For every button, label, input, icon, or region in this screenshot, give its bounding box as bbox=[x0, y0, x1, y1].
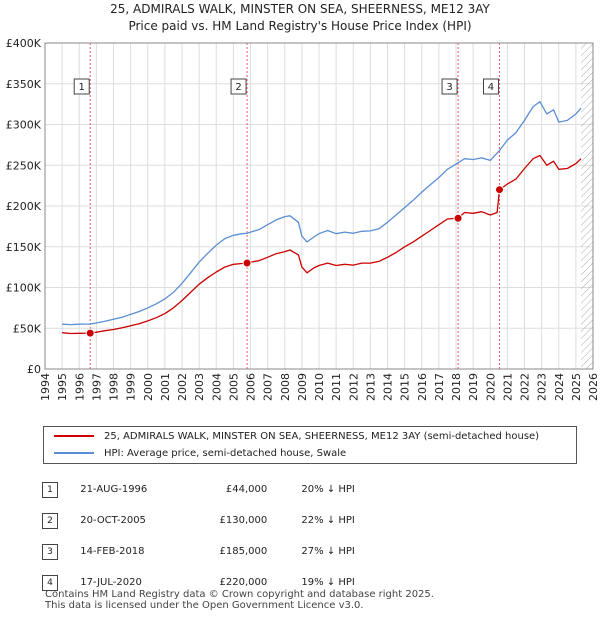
row-hpi: 20% ↓ HPI bbox=[301, 484, 355, 495]
footer-licence: This data is licensed under the Open Gov… bbox=[45, 600, 364, 611]
row-date: 17-JUL-2020 bbox=[80, 577, 142, 588]
row-hpi: 19% ↓ HPI bbox=[301, 577, 355, 588]
sale-marker-label: 2 bbox=[235, 82, 241, 93]
y-tick-label: £0 bbox=[27, 363, 41, 376]
x-tick-label: 2000 bbox=[142, 373, 155, 401]
x-tick-label: 2010 bbox=[313, 373, 326, 401]
x-tick-label: 2026 bbox=[587, 373, 600, 401]
x-tick-label: 2020 bbox=[484, 373, 497, 401]
x-tick-label: 2016 bbox=[416, 373, 429, 401]
row-date: 14-FEB-2018 bbox=[80, 546, 145, 557]
legend-item-property: 25, ADMIRALS WALK, MINSTER ON SEA, SHEER… bbox=[54, 429, 539, 445]
x-tick-label: 1996 bbox=[73, 373, 86, 401]
legend-label-property: 25, ADMIRALS WALK, MINSTER ON SEA, SHEER… bbox=[104, 431, 540, 442]
legend-label-hpi: HPI: Average price, semi-detached house,… bbox=[104, 448, 347, 459]
x-tick-label: 2023 bbox=[536, 373, 549, 401]
x-tick-label: 2001 bbox=[159, 373, 172, 401]
y-tick-label: £200K bbox=[6, 200, 42, 213]
x-tick-label: 1997 bbox=[90, 373, 103, 401]
y-tick-label: £50K bbox=[13, 322, 42, 335]
x-tick-label: 2005 bbox=[227, 373, 240, 401]
row-spacer bbox=[267, 505, 301, 536]
sale-marker-box bbox=[230, 78, 247, 95]
chart-subtitle: Price paid vs. HM Land Registry's House … bbox=[128, 19, 472, 33]
x-tick-label: 2012 bbox=[347, 373, 360, 401]
x-tick-label: 2013 bbox=[364, 373, 377, 401]
chart-legend: 25, ADMIRALS WALK, MINSTER ON SEA, SHEER… bbox=[43, 426, 577, 464]
row-number: 4 bbox=[42, 574, 58, 591]
row-price: £185,000 bbox=[219, 546, 268, 557]
x-tick-label: 2009 bbox=[296, 373, 309, 401]
y-tick-label: £400K bbox=[6, 37, 42, 50]
x-tick-label: 1998 bbox=[108, 373, 121, 401]
y-tick-label: £100K bbox=[6, 282, 42, 295]
table-row: 3 14-FEB-2018 £185,000 27% ↓ HPI bbox=[42, 536, 402, 567]
x-tick-label: 2025 bbox=[570, 373, 583, 401]
x-tick-label: 2006 bbox=[245, 373, 258, 401]
row-number: 2 bbox=[42, 512, 58, 529]
sale-marker-box bbox=[441, 78, 458, 95]
x-tick-label: 2019 bbox=[467, 373, 480, 401]
row-date: 21-AUG-1996 bbox=[80, 484, 148, 495]
table-row: 2 20-OCT-2005 £130,000 22% ↓ HPI bbox=[42, 505, 402, 536]
y-tick-label: £300K bbox=[6, 119, 42, 132]
row-date: 20-OCT-2005 bbox=[80, 515, 146, 526]
row-hpi: 22% ↓ HPI bbox=[301, 515, 355, 526]
x-tick-label: 2003 bbox=[193, 373, 206, 401]
x-tick-label: 2014 bbox=[382, 373, 395, 401]
x-tick-label: 2015 bbox=[399, 373, 412, 401]
legend-item-hpi: HPI: Average price, semi-detached house,… bbox=[54, 446, 346, 462]
sale-marker-box bbox=[482, 78, 499, 95]
x-tick-label: 2004 bbox=[210, 373, 223, 401]
sale-marker-label: 4 bbox=[488, 82, 494, 93]
table-row: 1 21-AUG-1996 £44,000 20% ↓ HPI bbox=[42, 474, 402, 505]
chart-title: 25, ADMIRALS WALK, MINSTER ON SEA, SHEER… bbox=[110, 2, 490, 16]
price-chart: £0 £50K £100K £150K £200K £250K £300K £350K £400… bbox=[6, 37, 600, 401]
transactions-table: 1 21-AUG-1996 £44,000 20% ↓ HPI 2 20-OCT-2005… bbox=[42, 474, 402, 598]
x-tick-label: 2008 bbox=[279, 373, 292, 401]
sale-point bbox=[242, 258, 252, 268]
y-tick-label: £350K bbox=[6, 78, 42, 91]
x-tick-label: 2002 bbox=[176, 373, 189, 401]
footer-copyright: Contains HM Land Registry data © Crown c… bbox=[45, 589, 434, 600]
sale-point bbox=[494, 185, 504, 195]
x-tick-label: 2021 bbox=[501, 373, 514, 401]
row-price: £130,000 bbox=[219, 515, 268, 526]
footer: Contains HM Land Registry data © Crown c… bbox=[45, 589, 434, 611]
x-tick-label: 2022 bbox=[519, 373, 532, 401]
row-price: £220,000 bbox=[219, 577, 268, 588]
row-price: £44,000 bbox=[225, 484, 268, 495]
row-hpi: 27% ↓ HPI bbox=[301, 546, 355, 557]
y-tick-label: £150K bbox=[6, 241, 42, 254]
row-number: 3 bbox=[42, 543, 58, 560]
x-tick-label: 2007 bbox=[262, 373, 275, 401]
hpi-line bbox=[62, 101, 582, 326]
sale-marker-box bbox=[73, 78, 90, 95]
table-row: 4 17-JUL-2020 £220,000 19% ↓ HPI bbox=[42, 567, 402, 598]
x-tick-label: 2011 bbox=[330, 373, 343, 401]
row-number-cell: 2 bbox=[42, 505, 80, 536]
row-spacer bbox=[267, 536, 301, 567]
x-tick-label: 1994 bbox=[39, 373, 52, 401]
row-number: 1 bbox=[42, 481, 58, 498]
legend-swatch-property bbox=[54, 435, 94, 437]
plot-frame bbox=[44, 42, 594, 370]
row-number-cell: 3 bbox=[42, 536, 80, 567]
row-spacer bbox=[267, 474, 301, 505]
row-number-cell: 4 bbox=[42, 567, 80, 598]
x-tick-label: 1999 bbox=[125, 373, 138, 401]
sale-marker-label: 3 bbox=[446, 82, 452, 93]
y-tick-label: £250K bbox=[6, 159, 42, 172]
forecast-hatch-region bbox=[581, 43, 593, 369]
x-tick-label: 2017 bbox=[433, 373, 446, 401]
x-tick-label: 1995 bbox=[56, 373, 69, 401]
x-tick-label: 2018 bbox=[450, 373, 463, 401]
legend-swatch-hpi bbox=[54, 452, 94, 454]
sale-point bbox=[85, 328, 95, 338]
sale-marker-label: 1 bbox=[79, 82, 85, 93]
x-tick-label: 2024 bbox=[553, 373, 566, 401]
sale-point bbox=[453, 213, 463, 223]
row-number-cell: 1 bbox=[42, 474, 80, 505]
